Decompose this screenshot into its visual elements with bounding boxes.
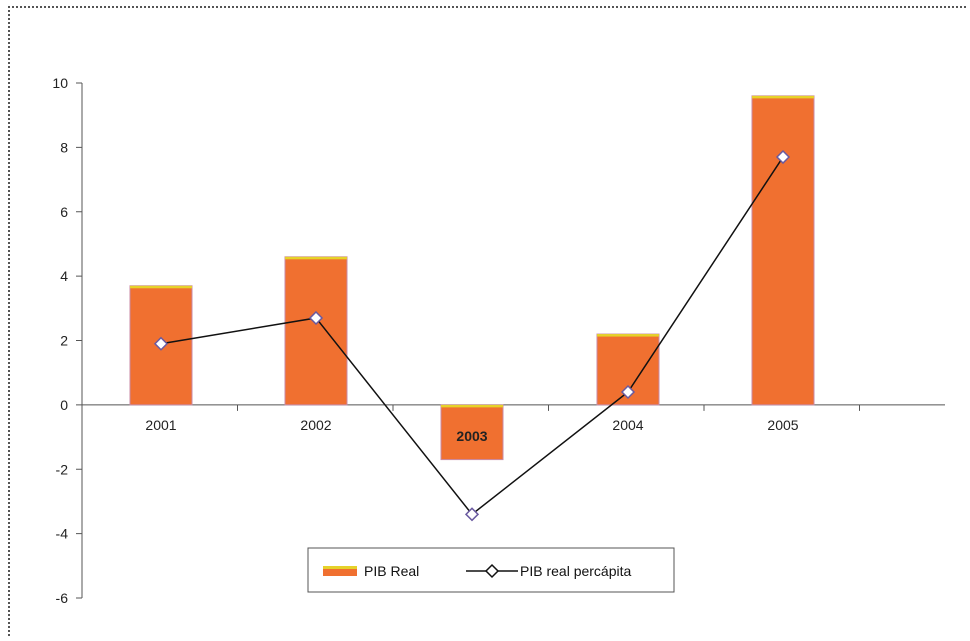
legend-swatch-marker <box>484 563 500 579</box>
y-tick-label: 6 <box>60 204 68 220</box>
bar-highlight <box>441 404 503 408</box>
y-tick-label: 10 <box>52 75 68 91</box>
bar-highlight <box>285 256 347 260</box>
legend-swatch-bar-top <box>323 566 357 569</box>
point-2005 <box>775 149 791 165</box>
y-tick-label: -4 <box>56 526 69 542</box>
y-tick-label: -6 <box>56 590 69 606</box>
x-ticks <box>81 404 860 411</box>
series-line <box>160 156 784 516</box>
category-label: 2002 <box>300 417 331 433</box>
category-label: 2003 <box>456 428 487 444</box>
category-label: 2001 <box>145 417 176 433</box>
bar-highlight <box>597 334 659 337</box>
category-labels: 2001 2002 2003 2004 2005 <box>145 417 798 444</box>
legend: PIB Real PIB real percápita <box>307 547 675 593</box>
y-tick-label: 4 <box>60 268 68 284</box>
y-ticks: 10 8 6 4 2 0 -2 -4 -6 <box>52 75 82 606</box>
bar-2005 <box>751 95 815 406</box>
y-tick-label: 8 <box>60 139 68 155</box>
point-2003 <box>464 507 480 522</box>
line-series <box>153 149 791 522</box>
chart-frame <box>8 6 966 636</box>
point-2001 <box>153 336 169 351</box>
legend-swatch-bar <box>323 566 357 576</box>
point-2004 <box>620 384 636 400</box>
y-tick-label: 2 <box>60 333 68 349</box>
point-2002 <box>308 310 324 326</box>
category-label: 2004 <box>612 417 643 433</box>
bar-2002 <box>284 256 348 406</box>
bar-highlight <box>752 95 814 99</box>
y-tick-label: -2 <box>56 461 69 477</box>
y-tick-label: 0 <box>60 397 68 413</box>
bar-highlight <box>130 285 192 289</box>
category-label: 2005 <box>767 417 798 433</box>
bar-2003 <box>440 404 504 461</box>
legend-label-line: PIB real percápita <box>520 563 631 579</box>
legend-label-bar: PIB Real <box>364 563 419 579</box>
bars <box>129 95 815 461</box>
